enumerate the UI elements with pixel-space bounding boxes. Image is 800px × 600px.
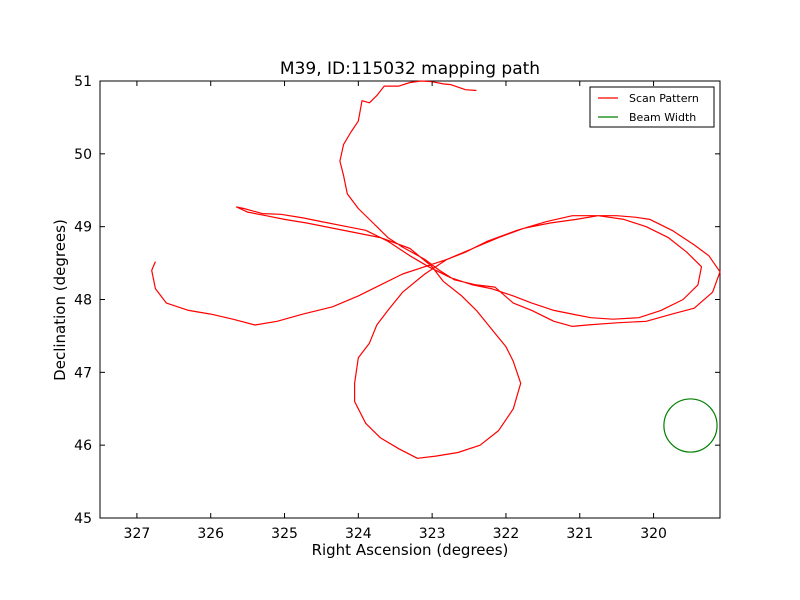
legend: Scan Pattern Beam Width [589, 86, 715, 128]
x-tick-label: 323 [419, 526, 446, 542]
y-axis-ticks: 45 46 47 48 49 50 51 [74, 74, 720, 527]
legend-scan-label: Scan Pattern [629, 92, 699, 105]
y-tick-label: 50 [74, 147, 92, 163]
scan-pattern-line [151, 80, 721, 459]
plot-frame [99, 80, 721, 519]
beam-width-circle [663, 398, 718, 453]
x-tick-label: 325 [271, 526, 298, 542]
beam-width-series [663, 398, 718, 453]
y-tick-label: 46 [74, 438, 92, 454]
legend-box [589, 86, 715, 128]
legend-beam-label: Beam Width [629, 111, 696, 124]
x-tick-label: 322 [493, 526, 520, 542]
x-tick-label: 326 [197, 526, 224, 542]
x-tick-label: 320 [640, 526, 667, 542]
scan-pattern-series [151, 80, 721, 459]
y-tick-label: 51 [74, 74, 92, 90]
x-axis-label: Right Ascension (degrees) [312, 541, 509, 559]
y-axis-label: Declination (degrees) [51, 219, 69, 381]
x-tick-label: 321 [566, 526, 593, 542]
y-tick-label: 48 [74, 293, 92, 309]
x-axis-ticks: 327 326 325 324 323 322 321 320 [124, 81, 667, 542]
x-tick-label: 327 [124, 526, 151, 542]
y-tick-label: 45 [74, 511, 92, 527]
x-tick-label: 324 [345, 526, 372, 542]
y-tick-label: 49 [74, 220, 92, 236]
chart-title: M39, ID:115032 mapping path [280, 59, 540, 79]
y-tick-label: 47 [74, 365, 92, 381]
